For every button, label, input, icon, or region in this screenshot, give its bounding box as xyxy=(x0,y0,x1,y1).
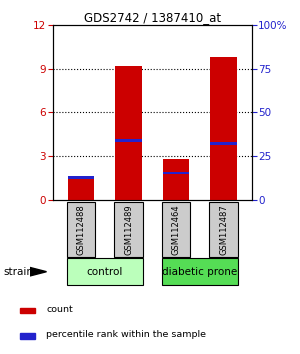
Bar xyxy=(209,202,238,257)
Bar xyxy=(20,333,35,338)
Bar xyxy=(68,176,94,179)
Text: GSM112487: GSM112487 xyxy=(219,204,228,255)
Bar xyxy=(210,142,237,145)
Bar xyxy=(20,308,35,313)
Text: strain: strain xyxy=(3,267,33,277)
Bar xyxy=(163,172,189,175)
Bar xyxy=(116,139,142,142)
Bar xyxy=(115,202,142,257)
Text: GSM112488: GSM112488 xyxy=(76,204,85,255)
Text: control: control xyxy=(87,267,123,277)
Bar xyxy=(163,159,189,200)
Bar xyxy=(162,202,190,257)
Bar xyxy=(162,258,238,285)
Text: diabetic prone: diabetic prone xyxy=(162,267,237,277)
Text: GSM112489: GSM112489 xyxy=(124,204,133,255)
Title: GDS2742 / 1387410_at: GDS2742 / 1387410_at xyxy=(84,11,221,24)
Polygon shape xyxy=(30,268,46,276)
Bar xyxy=(116,66,142,200)
Bar xyxy=(67,202,95,257)
Text: count: count xyxy=(46,304,73,314)
Text: percentile rank within the sample: percentile rank within the sample xyxy=(46,330,206,339)
Bar xyxy=(210,57,237,200)
Bar xyxy=(68,178,94,200)
Text: GSM112464: GSM112464 xyxy=(172,204,181,255)
Bar xyxy=(67,258,142,285)
